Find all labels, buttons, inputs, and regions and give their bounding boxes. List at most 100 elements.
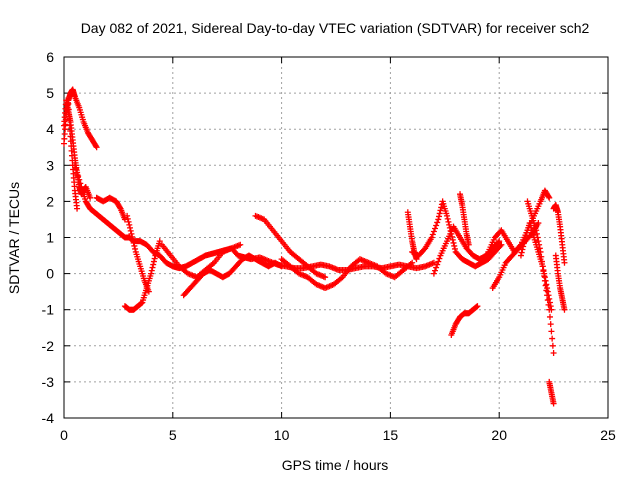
data-point	[444, 215, 451, 222]
data-point	[518, 249, 525, 256]
grid	[64, 57, 608, 418]
data-point	[544, 292, 551, 299]
data-point	[517, 252, 524, 259]
data-point	[536, 241, 543, 248]
data-point	[449, 236, 456, 243]
data-point	[533, 230, 540, 237]
y-tick-label: -1	[42, 302, 55, 318]
data-point	[125, 218, 132, 225]
series-s6	[121, 238, 163, 313]
y-tick-label: 5	[46, 85, 54, 101]
y-tick-label: -3	[42, 374, 55, 390]
data-point	[322, 274, 329, 281]
data-point	[446, 221, 453, 228]
series-s17	[485, 187, 553, 255]
data-point	[550, 400, 557, 407]
data-point	[66, 122, 73, 129]
data-point	[75, 173, 82, 180]
data-point	[435, 216, 442, 223]
data-point	[519, 246, 526, 253]
data-point	[149, 264, 156, 271]
data-point	[76, 176, 83, 183]
data-point	[127, 227, 134, 234]
data-point	[536, 245, 543, 252]
data-point	[549, 342, 556, 349]
data-point	[544, 297, 551, 304]
data-point	[72, 165, 79, 172]
data-point	[150, 261, 157, 268]
data-point	[148, 267, 155, 274]
data-point	[148, 270, 155, 277]
data-point	[93, 144, 100, 151]
data-point	[546, 306, 553, 313]
data-point	[451, 242, 458, 249]
data-point	[433, 264, 440, 271]
data-point	[128, 230, 135, 237]
data-point	[538, 253, 545, 260]
data-point	[450, 239, 457, 246]
series-s5	[93, 194, 128, 223]
data-point	[432, 225, 439, 232]
y-tick-label: 0	[46, 266, 54, 282]
chart-title: Day 082 of 2021, Sidereal Day-to-day VTE…	[81, 20, 590, 36]
data-point	[67, 128, 74, 135]
data-point	[434, 219, 441, 226]
data-point	[124, 212, 131, 219]
data-point	[548, 328, 555, 335]
data-point	[534, 234, 541, 241]
data-point	[561, 259, 568, 266]
y-tick-label: -2	[42, 338, 55, 354]
data-point	[546, 313, 553, 320]
x-tick-label: 0	[60, 427, 68, 443]
data-point	[533, 227, 540, 234]
data-point	[541, 273, 548, 280]
y-tick-label: 1	[46, 230, 54, 246]
data-point	[71, 162, 78, 169]
data-point	[66, 117, 73, 124]
data-point	[65, 106, 72, 113]
y-axis-label: SDTVAR / TECUs	[6, 182, 22, 294]
data-point	[540, 268, 547, 275]
data-point	[66, 111, 73, 118]
x-tick-label: 20	[491, 427, 507, 443]
data-point	[539, 263, 546, 270]
data-point	[92, 143, 99, 150]
series-s3	[65, 100, 81, 212]
series-s20	[524, 198, 557, 357]
data-point	[497, 242, 504, 249]
data-point	[521, 237, 528, 244]
data-point	[434, 261, 441, 268]
data-point	[561, 306, 568, 313]
series-s21	[546, 378, 557, 407]
data-point	[437, 207, 444, 214]
y-tick-label: 3	[46, 157, 54, 173]
y-tick-label: 6	[46, 49, 54, 65]
series-s1	[61, 86, 100, 151]
data-point	[151, 255, 158, 262]
y-tick-label: 4	[46, 121, 54, 137]
series-s12	[404, 209, 420, 263]
data-point	[547, 321, 554, 328]
series-s7	[124, 212, 152, 295]
axis-ticks: 0 5 10 15 20 25 -4 -3 -2 -1 0 1 2 3 4 5 6	[42, 49, 616, 443]
data-point	[433, 222, 440, 229]
data-point	[124, 215, 131, 222]
series-s10	[252, 212, 329, 281]
series-s15	[457, 191, 472, 248]
data-point	[74, 169, 81, 176]
data-point	[537, 248, 544, 255]
data-point	[549, 335, 556, 342]
data-point	[129, 233, 136, 240]
data-point	[498, 241, 505, 248]
series-s23	[552, 252, 568, 313]
data-point	[496, 238, 503, 245]
data-point	[535, 238, 542, 245]
data-point	[541, 277, 548, 284]
series-s9	[180, 252, 285, 299]
data-point	[465, 241, 472, 248]
data-point	[127, 224, 134, 231]
data-point	[550, 350, 557, 357]
data-point	[65, 100, 72, 107]
data-point	[474, 303, 481, 310]
